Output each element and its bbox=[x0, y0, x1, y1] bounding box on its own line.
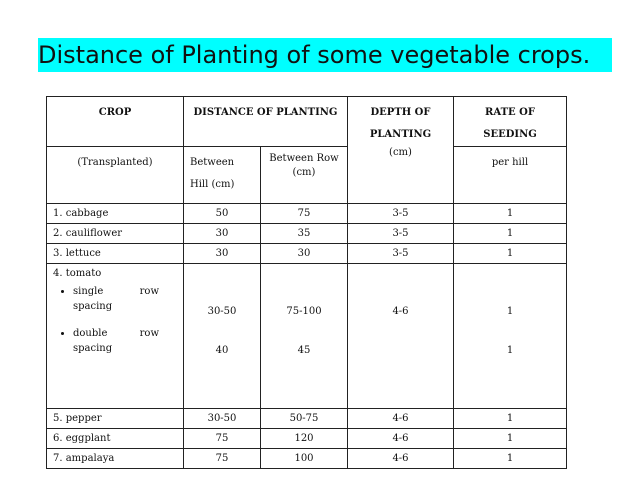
value: 1 bbox=[506, 306, 514, 317]
rows: 1. cabbage 50 75 3-5 1 2. cauliflower 30 35 3-5 1… bbox=[46, 203, 567, 264]
crop-cell: 5. pepper bbox=[46, 408, 184, 429]
value-cell: 1 bbox=[453, 223, 567, 244]
value-cell: 1 bbox=[453, 408, 567, 429]
value-cell: 75-100 45 bbox=[260, 263, 348, 409]
value-cell: 4-6 bbox=[347, 448, 454, 469]
header-line: RATE OF bbox=[485, 107, 535, 118]
header-line: PLANTING bbox=[369, 129, 432, 140]
crop-cell: 3. lettuce bbox=[46, 243, 184, 264]
value-cell: 30-50 40 bbox=[183, 263, 261, 409]
subheader-cell: (Transplanted) bbox=[46, 146, 184, 204]
crop-cell: 2. cauliflower bbox=[46, 223, 184, 244]
value-cell: 30 bbox=[260, 243, 348, 264]
value: 75-100 bbox=[286, 306, 322, 317]
table-row: 2. cauliflower 30 35 3-5 1 bbox=[46, 223, 567, 244]
value-cell: 3-5 bbox=[347, 223, 454, 244]
value: 1 bbox=[506, 345, 514, 356]
header-line: SEEDING bbox=[483, 129, 537, 140]
slide-title: Distance of Planting of some vegetable c… bbox=[38, 38, 612, 72]
value-cell: 75 bbox=[260, 203, 348, 224]
value-cell: 75 bbox=[183, 448, 261, 469]
crop-name: 4. tomato bbox=[53, 268, 102, 279]
spacing-item: double row spacing bbox=[73, 326, 159, 356]
subheader-cell: Between Hill (cm) bbox=[183, 146, 261, 204]
value-cell: 100 bbox=[260, 448, 348, 469]
value-cell: 75 bbox=[183, 428, 261, 449]
table-row: 7. ampalaya 75 100 4-6 1 bbox=[46, 448, 567, 469]
subheader-line: Hill (cm) bbox=[190, 179, 235, 190]
rows: 5. pepper 30-50 50-75 4-6 1 6. eggplant 75 120 4… bbox=[46, 408, 567, 469]
value-cell: 1 bbox=[453, 448, 567, 469]
crop-cell: 6. eggplant bbox=[46, 428, 184, 449]
value-cell: 4-6 bbox=[347, 263, 454, 409]
value-cell: 35 bbox=[260, 223, 348, 244]
table-row: 5. pepper 30-50 50-75 4-6 1 bbox=[46, 408, 567, 429]
value-cell: 1 bbox=[453, 428, 567, 449]
table-row: 3. lettuce 30 30 3-5 1 bbox=[46, 243, 567, 264]
value-cell: 3-5 bbox=[347, 243, 454, 264]
value: 4-6 bbox=[392, 306, 409, 317]
value-cell: 4-6 bbox=[347, 408, 454, 429]
value: 30-50 bbox=[207, 306, 237, 317]
subheader-line: Between bbox=[190, 157, 235, 168]
value-cell: 50 bbox=[183, 203, 261, 224]
header-cell: DISTANCE OF PLANTING bbox=[183, 96, 348, 147]
table-row: 1. cabbage 50 75 3-5 1 bbox=[46, 203, 567, 224]
value-cell: 30-50 bbox=[183, 408, 261, 429]
subheader-cell: Between Row (cm) bbox=[260, 146, 348, 204]
header-cell: RATE OF SEEDING bbox=[453, 96, 567, 147]
value-cell: 120 bbox=[260, 428, 348, 449]
header-cell: DEPTH OF PLANTING (cm) bbox=[347, 96, 454, 204]
header-cell: CROP bbox=[46, 96, 184, 147]
header-line: DEPTH OF bbox=[370, 107, 431, 118]
crop-cell: 1. cabbage bbox=[46, 203, 184, 224]
table-row: 6. eggplant 75 120 4-6 1 bbox=[46, 428, 567, 449]
spacing-item: single row spacing bbox=[73, 284, 159, 314]
header-line: (cm) bbox=[389, 147, 412, 158]
subheader-cell: per hill bbox=[453, 146, 567, 204]
value: 45 bbox=[297, 345, 311, 356]
value-cell: 30 bbox=[183, 223, 261, 244]
value-cell: 50-75 bbox=[260, 408, 348, 429]
spacing-list: single row spacing double row spacing bbox=[53, 284, 159, 356]
value-cell: 30 bbox=[183, 243, 261, 264]
crop-cell: 4. tomato single row spacing double row s… bbox=[46, 263, 184, 409]
value-cell: 3-5 bbox=[347, 203, 454, 224]
value-cell: 4-6 bbox=[347, 428, 454, 449]
crop-cell: 7. ampalaya bbox=[46, 448, 184, 469]
value-cell: 1 bbox=[453, 243, 567, 264]
value-cell: 1 bbox=[453, 203, 567, 224]
crop-table: CROP DISTANCE OF PLANTING DEPTH OF PLANTI… bbox=[46, 96, 567, 469]
value: 40 bbox=[215, 345, 229, 356]
